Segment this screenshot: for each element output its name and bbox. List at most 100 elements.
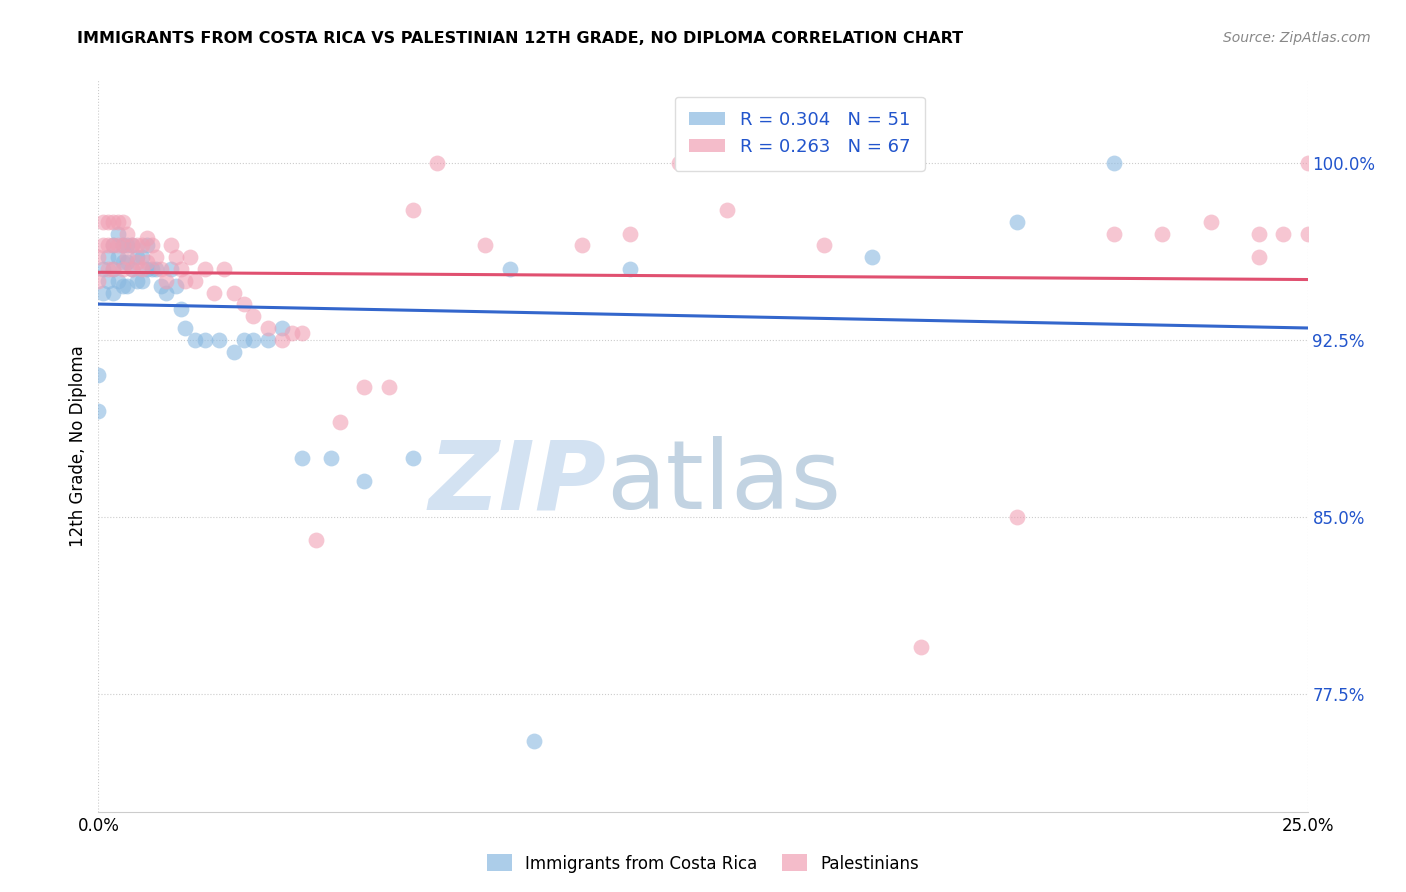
Point [111, 238, 134, 252]
Y-axis label: 12th Grade, No Diploma: 12th Grade, No Diploma [69, 345, 87, 547]
Point [107, 227, 129, 241]
Point [127, 255, 149, 269]
Point [117, 238, 139, 252]
Point [242, 310, 264, 324]
Point [619, 227, 641, 241]
Legend: R = 0.304   N = 51, R = 0.263   N = 67: R = 0.304 N = 51, R = 0.263 N = 67 [675, 96, 925, 170]
Point [212, 262, 235, 277]
Point [127, 238, 149, 252]
Point [87, 368, 110, 383]
Point [121, 262, 143, 277]
Point [305, 533, 328, 548]
Point [111, 262, 134, 277]
Point [101, 262, 124, 277]
Point [111, 255, 134, 269]
Point [97, 238, 120, 252]
Point [860, 250, 883, 264]
Point [107, 215, 129, 229]
Point [131, 238, 153, 252]
Point [87, 274, 110, 288]
Point [131, 250, 153, 264]
Point [179, 250, 201, 264]
Point [87, 250, 110, 264]
Point [242, 333, 264, 347]
Point [160, 262, 183, 277]
Point [222, 344, 245, 359]
Point [111, 278, 134, 293]
Legend: Immigrants from Costa Rica, Palestinians: Immigrants from Costa Rica, Palestinians [479, 847, 927, 880]
Point [141, 238, 163, 252]
Point [150, 262, 173, 277]
Point [101, 238, 124, 252]
Point [619, 262, 641, 277]
Point [174, 274, 197, 288]
Point [281, 326, 304, 340]
Point [117, 227, 139, 241]
Text: ZIP: ZIP [429, 436, 606, 529]
Point [127, 250, 149, 264]
Point [1007, 509, 1029, 524]
Point [91, 215, 114, 229]
Point [474, 238, 496, 252]
Point [174, 321, 197, 335]
Point [184, 333, 207, 347]
Point [135, 231, 157, 245]
Point [498, 262, 520, 277]
Point [256, 321, 278, 335]
Point [155, 285, 177, 300]
Point [131, 274, 153, 288]
Point [1249, 250, 1271, 264]
Point [141, 262, 163, 277]
Point [101, 215, 124, 229]
Point [329, 416, 352, 430]
Point [117, 278, 139, 293]
Point [353, 380, 375, 394]
Point [150, 278, 173, 293]
Point [290, 326, 312, 340]
Point [232, 333, 254, 347]
Point [135, 262, 157, 277]
Point [1249, 227, 1271, 241]
Point [194, 262, 217, 277]
Text: Source: ZipAtlas.com: Source: ZipAtlas.com [1223, 31, 1371, 45]
Point [160, 238, 183, 252]
Point [1296, 156, 1319, 170]
Point [184, 274, 207, 288]
Point [1296, 227, 1319, 241]
Point [271, 333, 294, 347]
Point [127, 274, 149, 288]
Point [1102, 156, 1125, 170]
Point [121, 238, 143, 252]
Point [155, 274, 177, 288]
Point [131, 262, 153, 277]
Point [256, 333, 278, 347]
Point [1272, 227, 1295, 241]
Point [101, 238, 124, 252]
Point [117, 255, 139, 269]
Point [668, 156, 690, 170]
Point [165, 250, 187, 264]
Point [97, 262, 120, 277]
Point [716, 202, 738, 217]
Point [377, 380, 399, 394]
Point [402, 202, 425, 217]
Point [910, 640, 932, 654]
Point [271, 321, 294, 335]
Point [194, 333, 217, 347]
Point [222, 285, 245, 300]
Point [319, 450, 342, 465]
Point [353, 475, 375, 489]
Point [1199, 215, 1222, 229]
Point [91, 285, 114, 300]
Point [290, 450, 312, 465]
Point [91, 262, 114, 277]
Point [1102, 227, 1125, 241]
Point [97, 274, 120, 288]
Point [121, 262, 143, 277]
Point [813, 238, 835, 252]
Point [97, 250, 120, 264]
Point [91, 238, 114, 252]
Point [107, 250, 129, 264]
Point [145, 250, 167, 264]
Point [111, 238, 134, 252]
